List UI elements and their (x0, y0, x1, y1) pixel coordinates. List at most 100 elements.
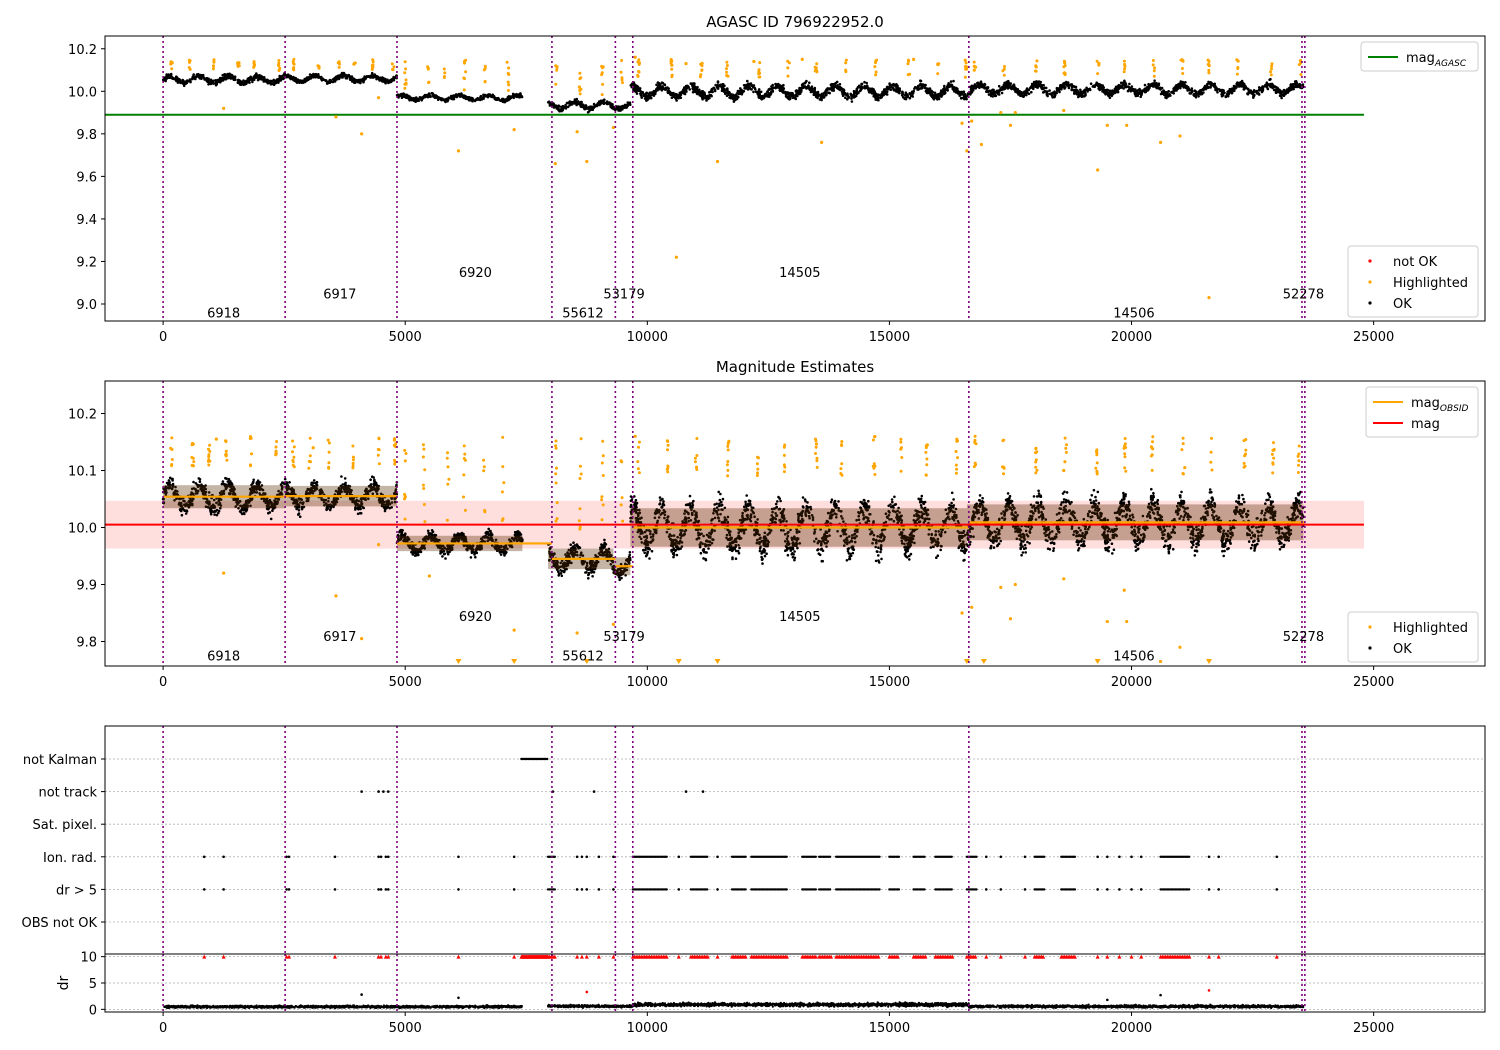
p1-ok-point (716, 80, 720, 83)
p2-highlighted-point (579, 472, 583, 476)
p1-highlighted-point (169, 62, 173, 66)
p1-highlighted-point (1062, 108, 1066, 113)
p1-ok-point (475, 98, 478, 101)
p1-ok-point (363, 75, 366, 78)
p1-ok-point (970, 87, 973, 91)
p1-ok-point (1058, 86, 1062, 89)
p1-ok-point (242, 79, 245, 82)
p1-ok-point (1226, 92, 1229, 96)
p1-highlighted-point (620, 76, 624, 80)
p2-highlighted-point (291, 463, 295, 467)
p1-highlighted-point (1002, 73, 1006, 77)
p2-highlighted-point (308, 436, 312, 440)
p2-highlighted-point (1123, 466, 1127, 470)
p1-highlighted-point (585, 159, 589, 164)
p1-ok-point (1144, 87, 1147, 90)
p1-ok-point (1219, 88, 1223, 92)
p1-ok-point (691, 90, 695, 94)
p1-ok-point (645, 91, 648, 95)
p1-ok-point (591, 105, 595, 109)
p1-ok-point (1294, 80, 1298, 83)
p2-highlighted-point (351, 455, 355, 459)
p1-ok-point (1123, 79, 1126, 83)
p2-highlighted-point (422, 447, 426, 451)
p1-highlighted-point (725, 70, 728, 74)
p2-highlighted-point (207, 453, 211, 457)
p1-highlighted-point (579, 87, 583, 91)
p1-ok-point (1250, 90, 1253, 94)
p1-ok-point (292, 75, 295, 79)
p1-ok-point (399, 93, 403, 97)
p2-highlighted-point (463, 452, 467, 456)
p1-xtick-label: 25000 (1353, 330, 1394, 345)
p2-highlighted-point (1181, 472, 1185, 476)
p1-ok-point (197, 75, 201, 78)
p1-ok-point (639, 92, 642, 95)
p1-ok-point (1251, 92, 1255, 96)
p2-highlighted-point (666, 464, 670, 468)
p1-ok-point (889, 84, 893, 88)
p1-highlighted-point (170, 67, 174, 71)
p1-ok-point (499, 99, 503, 102)
p2-highlighted-point (555, 466, 558, 470)
p1-ok-point (505, 99, 509, 103)
p1-ok-point (1084, 93, 1087, 97)
p1-ok-point (1194, 95, 1198, 99)
p2-highlighted-point (404, 452, 408, 455)
p1-highlighted-point (813, 65, 817, 69)
p1-ok-point (910, 94, 913, 97)
p2-highlighted-point (500, 519, 504, 522)
p1-ok-point (1190, 90, 1194, 94)
p1-ok-point (994, 94, 998, 97)
p2-highlighted-point (1209, 460, 1213, 464)
p1-highlighted-point (578, 92, 582, 96)
p1-highlighted-point (1179, 58, 1183, 62)
p1-ok-point (865, 81, 868, 85)
p1-ok-point (1094, 83, 1097, 87)
p1-ok-point (820, 97, 823, 101)
p1-ok-point (682, 92, 686, 95)
p2-highlighted-point (1181, 442, 1185, 446)
p1-ok-point (952, 79, 955, 83)
p1-highlighted-point (786, 66, 790, 70)
p2-highlighted-point (422, 503, 426, 506)
p1-ok-point (1138, 87, 1141, 91)
p1-highlighted-point (620, 59, 624, 62)
p1-ok-point (1284, 92, 1287, 95)
p1-ok-point (1099, 87, 1103, 90)
p1-highlighted-point (1269, 70, 1273, 74)
p1-highlighted-point (211, 67, 215, 71)
p1-ok-point (754, 88, 757, 91)
p1-ok-point (645, 98, 649, 101)
p1-ok-point (165, 75, 169, 79)
p2-highlighted-point (954, 471, 958, 475)
p1-ok-point (1230, 87, 1234, 90)
p1-highlighted-point (906, 62, 910, 66)
p2-highlighted-point (726, 468, 730, 472)
p1-ok-point (816, 90, 820, 94)
p1-ok-point (1155, 86, 1158, 90)
p1-ok-point (1185, 86, 1189, 90)
p1-ok-point (1223, 91, 1226, 95)
p1-ok-point (954, 89, 958, 93)
p2-highlighted-point (601, 503, 605, 507)
p1-ytick-label: 10.0 (68, 85, 97, 100)
p1-ok-point (359, 80, 362, 83)
p1-ok-point (904, 93, 907, 96)
p1-ok-point (771, 89, 774, 92)
p2-highlighted-point (814, 452, 817, 455)
p1-obsid-label: 53179 (603, 287, 644, 302)
p1-ok-point (872, 93, 876, 97)
p1-ok-point (774, 85, 778, 88)
p1-highlighted-point (212, 58, 216, 62)
p2-highlighted-point (666, 448, 669, 452)
p1-ok-point (756, 90, 760, 94)
p1-ok-point (933, 94, 937, 97)
p1-ok-point (203, 78, 206, 81)
p2-highlighted-point (292, 445, 296, 449)
p2-highlighted-point (191, 442, 195, 446)
p2-highlighted-point (1272, 441, 1275, 445)
p1-ok-point (1113, 91, 1117, 94)
p1-ok-point (776, 83, 780, 87)
p2-highlighted-point (756, 471, 759, 475)
